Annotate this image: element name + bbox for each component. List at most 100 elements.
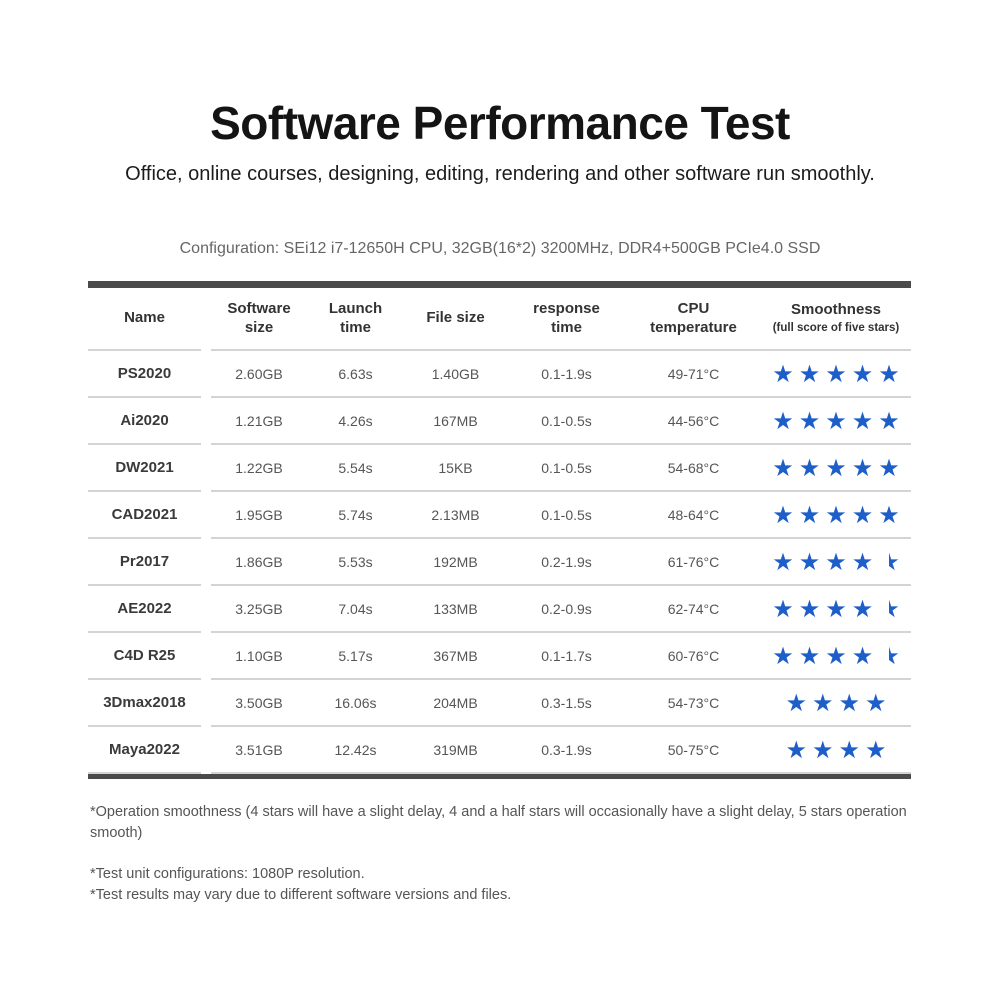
star-icon: ★ [851,453,874,482]
star-icon: ★ [798,547,821,576]
footnote-operation-smoothness: *Operation smoothness (4 stars will have… [90,804,907,842]
star-icon: ★ [825,359,847,388]
table-body: PS2020 2.60GB 6.63s 1.40GB 0.1-1.9s 49-7… [88,351,911,774]
star-rating: ★ ★ ★ ★ ★ [761,644,911,668]
page-subtitle: Office, online courses, designing, editi… [125,162,875,185]
heading-block: Software Performance Test Office, online… [0,0,1000,258]
row-name: C4D R25 [88,633,201,680]
row-launch-time: 7.04s [338,600,373,617]
star-icon: ★ [772,453,794,482]
star-icon: ★ [865,735,887,764]
footnote-test-unit: *Test unit configurations: 1080P resolut… [90,865,365,882]
star-rating: ★ ★ ★ ★ ★ [761,456,911,480]
row-software-size: 3.51GB [235,741,283,758]
star-icon: ★ [878,359,900,388]
table-row: DW2021 1.22GB 5.54s 15KB 0.1-0.5s 54-68°… [88,445,911,492]
star-icon: ★ [851,359,874,388]
row-response-time: 0.3-1.9s [541,741,592,758]
page-title: Software Performance Test [210,97,790,149]
star-icon: ★ [851,547,874,576]
star-icon: ★ [811,735,834,764]
row-response-time: 0.2-1.9s [541,553,592,570]
star-icon: ★ [772,547,794,576]
header-cpu-temperature: CPU temperature [650,299,737,336]
row-file-size: 367MB [433,647,478,664]
star-icon: ★ [878,500,900,529]
table-top-border [88,281,911,288]
row-cpu-temperature: 54-73°C [667,694,720,711]
header-file-size: File size [426,309,485,327]
row-name: DW2021 [88,445,201,492]
row-software-size: 1.86GB [235,553,283,570]
row-launch-time: 5.53s [338,553,373,570]
table-row: Pr2017 1.86GB 5.53s 192MB 0.2-1.9s 61-76… [88,539,911,586]
table-row: PS2020 2.60GB 6.63s 1.40GB 0.1-1.9s 49-7… [88,351,911,398]
header-response-time: response time [533,299,600,336]
row-response-time: 0.3-1.5s [541,694,592,711]
row-data-cells: 1.10GB 5.17s 367MB 0.1-1.7s 60-76°C ★ ★ ★ ★… [211,633,911,680]
row-response-time: 0.1-0.5s [541,506,592,523]
header-launch-time: Launch time [328,299,383,336]
star-icon: ★ [851,406,874,435]
half-star-icon: ★ [878,641,900,670]
star-icon: ★ [811,688,834,717]
row-data-cells: 3.50GB 16.06s 204MB 0.3-1.5s 54-73°C ★ ★ ★… [211,680,911,727]
row-name: AE2022 [88,586,201,633]
header-smoothness-label: Smoothness [790,301,881,319]
row-file-size: 167MB [433,412,478,429]
row-cpu-temperature: 60-76°C [667,647,720,664]
table-row: C4D R25 1.10GB 5.17s 367MB 0.1-1.7s 60-7… [88,633,911,680]
star-icon: ★ [825,500,847,529]
star-icon: ★ [825,547,847,576]
row-file-size: 133MB [433,600,478,617]
star-icon: ★ [798,359,821,388]
row-file-size: 15KB [438,459,473,476]
star-icon: ★ [838,735,861,764]
row-file-size: 192MB [433,553,478,570]
row-response-time: 0.2-0.9s [541,600,592,617]
row-response-time: 0.1-1.7s [541,647,592,664]
row-response-time: 0.1-0.5s [541,459,592,476]
row-cpu-temperature: 44-56°C [667,412,720,429]
row-launch-time: 5.54s [338,459,373,476]
star-icon: ★ [772,641,794,670]
star-icon: ★ [798,594,821,623]
row-launch-time: 5.74s [338,506,373,523]
star-icon: ★ [825,453,847,482]
star-icon: ★ [798,406,821,435]
row-cpu-temperature: 50-75°C [667,741,720,758]
row-cpu-temperature: 49-71°C [667,365,720,382]
star-rating: ★ ★ ★ ★ [761,691,911,715]
star-icon: ★ [798,641,821,670]
row-launch-time: 16.06s [334,694,377,711]
star-icon: ★ [878,406,900,435]
row-name: Ai2020 [88,398,201,445]
row-name: Maya2022 [88,727,201,774]
half-star-icon: ★ [878,594,900,623]
row-software-size: 1.21GB [235,412,283,429]
row-launch-time: 6.63s [338,365,373,382]
row-software-size: 3.50GB [235,694,283,711]
star-rating: ★ ★ ★ ★ ★ [761,550,911,574]
row-software-size: 1.95GB [235,506,283,523]
row-data-cells: 1.95GB 5.74s 2.13MB 0.1-0.5s 48-64°C ★ ★ ★… [211,492,911,539]
row-data-cells: 3.51GB 12.42s 319MB 0.3-1.9s 50-75°C ★ ★ ★… [211,727,911,774]
star-icon: ★ [798,453,821,482]
row-launch-time: 5.17s [338,647,373,664]
star-icon: ★ [865,688,887,717]
star-rating: ★ ★ ★ ★ [761,738,911,762]
table-bottom-border [88,774,911,779]
configuration-line: Configuration: SEi12 i7-12650H CPU, 32GB… [179,239,821,257]
row-response-time: 0.1-0.5s [541,412,592,429]
header-data-columns: Software size Launch time File size resp… [211,288,911,351]
half-star-icon: ★ [878,547,900,576]
row-software-size: 3.25GB [235,600,283,617]
row-cpu-temperature: 48-64°C [667,506,720,523]
header-name: Name [88,288,201,351]
star-icon: ★ [851,594,874,623]
table-row: Maya2022 3.51GB 12.42s 319MB 0.3-1.9s 50… [88,727,911,774]
row-name: CAD2021 [88,492,201,539]
header-smoothness: Smoothness (full score of five stars) [761,301,911,335]
row-software-size: 1.10GB [235,647,283,664]
